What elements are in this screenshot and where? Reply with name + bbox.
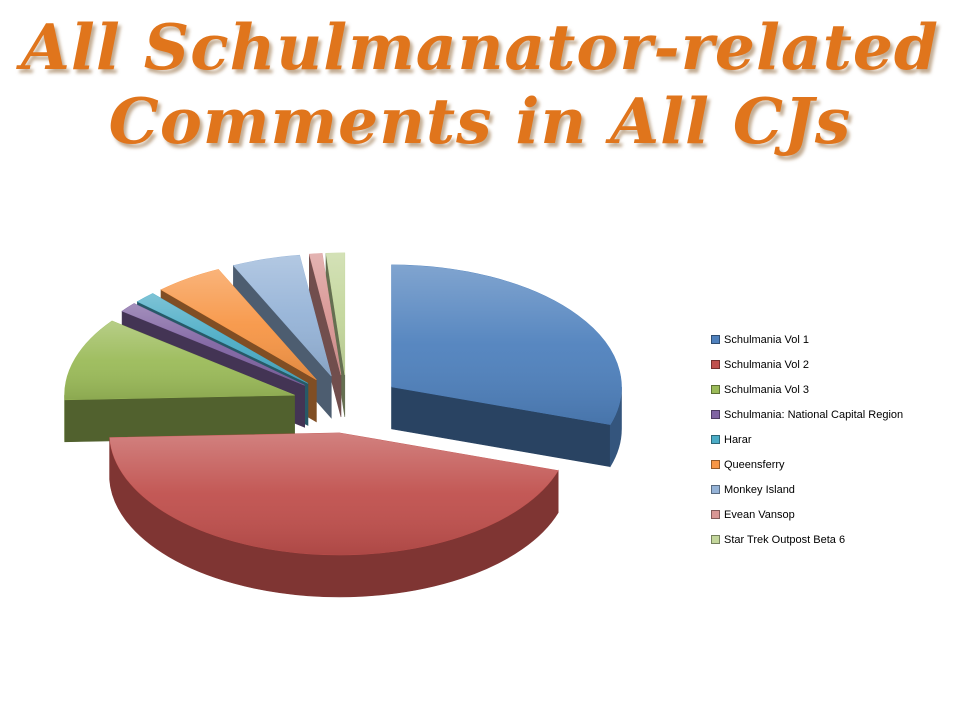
pie-slice-monkey-island-gloss: [233, 255, 332, 376]
legend-item-schulmania-vol-1: Schulmania Vol 1: [711, 327, 903, 352]
legend-label: Schulmania Vol 1: [724, 333, 809, 346]
legend-swatch-schulmania-vol-3: [711, 385, 720, 394]
legend-item-schulmania-national-capital-region: Schulmania: National Capital Region: [711, 402, 903, 427]
legend-swatch-monkey-island: [711, 485, 720, 494]
legend-swatch-schulmania-vol-2: [711, 360, 720, 369]
legend-item-queensferry: Queensferry: [711, 452, 903, 477]
legend-item-evean-vansop: Evean Vansop: [711, 502, 903, 527]
pie-slice-star-trek-outpost-beta-6-gloss: [326, 252, 345, 375]
slide-title-line1: All Schulmanator-related: [21, 10, 939, 84]
legend-label: Evean Vansop: [724, 508, 795, 521]
slide-title: All Schulmanator-related Comments in All…: [0, 10, 960, 158]
chart-legend: Schulmania Vol 1 Schulmania Vol 2 Schulman…: [711, 327, 903, 552]
legend-item-schulmania-vol-2: Schulmania Vol 2: [711, 352, 903, 377]
pie-slice-evean-vansop-gloss: [309, 253, 341, 375]
legend-label: Schulmania: National Capital Region: [724, 408, 904, 421]
legend-label: Schulmania Vol 3: [724, 383, 809, 396]
legend-item-monkey-island: Monkey Island: [711, 477, 903, 502]
legend-swatch-harar: [711, 435, 720, 444]
legend-swatch-schulmania-vol-1: [711, 335, 720, 344]
pie-slice-schulmania-vol-3-gloss: [64, 321, 295, 400]
legend-label: Star Trek Outpost Beta 6: [724, 533, 846, 546]
legend-item-harar: Harar: [711, 427, 903, 452]
legend-label: Queensferry: [724, 458, 785, 471]
slide-title-line2: Comments in All CJs: [108, 84, 852, 158]
legend-label: Monkey Island: [724, 483, 795, 496]
legend-swatch-star-trek-outpost-beta-6: [711, 535, 720, 544]
pie-slice-schulmania-vol-1-gloss: [391, 264, 622, 425]
legend-item-schulmania-vol-3: Schulmania Vol 3: [711, 377, 903, 402]
pie-slice-harar-gloss: [137, 293, 308, 384]
legend-label: Harar: [724, 433, 752, 446]
legend-item-star-trek-outpost-beta-6: Star Trek Outpost Beta 6: [711, 527, 903, 552]
legend-swatch-evean-vansop: [711, 510, 720, 519]
pie-slice-schulmania-vol-2-gloss: [109, 432, 559, 555]
legend-swatch-schulmania-national-capital-region: [711, 410, 720, 419]
legend-swatch-queensferry: [711, 460, 720, 469]
pie-slice-queensferry-gloss: [161, 269, 317, 380]
pie-slice-schulmania-national-capital-region-gloss: [122, 303, 305, 386]
legend-label: Schulmania Vol 2: [724, 358, 809, 371]
